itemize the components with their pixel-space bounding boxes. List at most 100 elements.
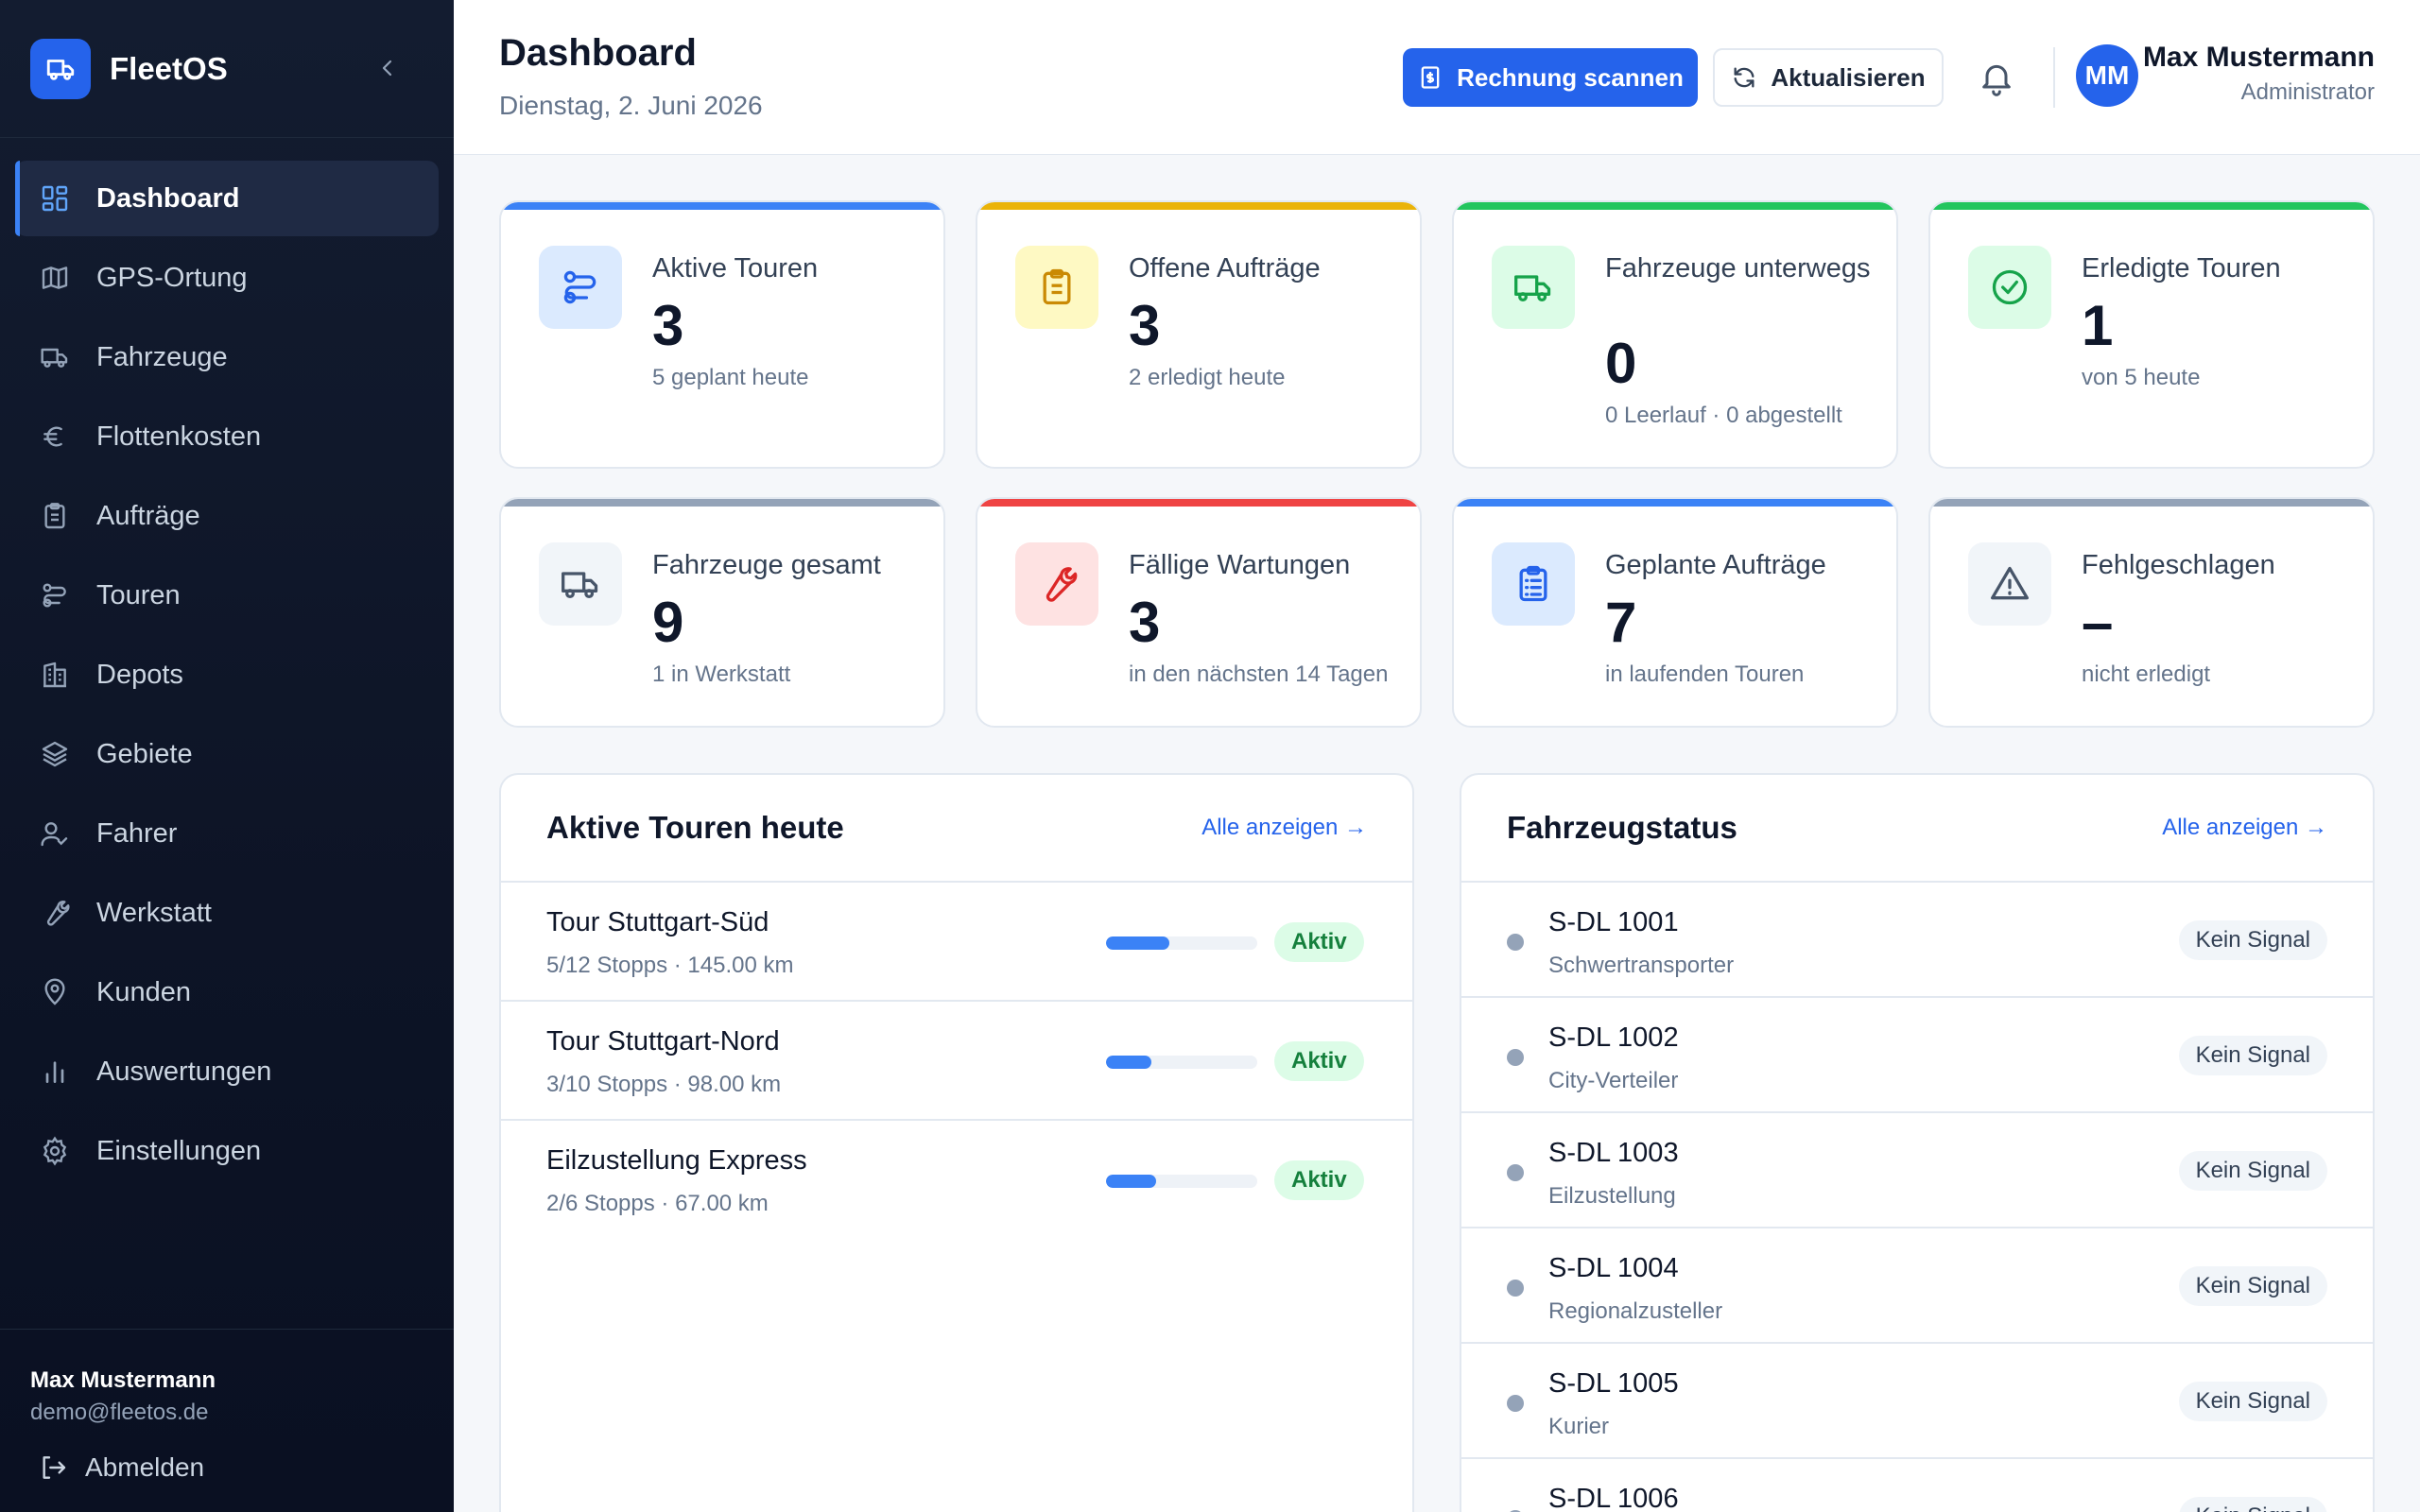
sidebar-item-gps[interactable]: GPS-Ortung	[15, 240, 439, 316]
stat-card-total-vehicles[interactable]: Fahrzeuge gesamt 9 1 in Werkstatt	[499, 497, 945, 728]
avatar[interactable]: MM	[2076, 44, 2138, 107]
tour-name: Tour Stuttgart-Nord	[546, 1026, 780, 1057]
sidebar: FleetOS Dashboard GPS-Ortung Fahrzeuge	[0, 0, 454, 1512]
footer-user-email: demo@fleetos.de	[30, 1400, 209, 1425]
status-dot	[1507, 1049, 1524, 1066]
stat-value: 3	[652, 294, 684, 357]
vehicle-row[interactable]: S-DL 1003 Eilzustellung Kein Signal	[1461, 1113, 2373, 1228]
stat-card-planned-orders[interactable]: Geplante Aufträge 7 in laufenden Touren	[1452, 497, 1898, 728]
sidebar-item-label: Einstellungen	[96, 1135, 262, 1166]
stat-label: Fahrzeuge gesamt	[652, 550, 881, 580]
sidebar-item-orders[interactable]: Aufträge	[15, 478, 439, 554]
status-dot	[1507, 1510, 1524, 1512]
status-badge: Kein Signal	[2178, 920, 2327, 960]
clipboard-icon	[38, 499, 72, 533]
stat-label: Erledigte Touren	[2082, 253, 2281, 284]
clipboard-list-icon	[1492, 542, 1575, 626]
brand-name: FleetOS	[110, 50, 228, 86]
tour-meta: 3/10 Stopps · 98.00 km	[546, 1072, 782, 1097]
sidebar-item-drivers[interactable]: Fahrer	[15, 796, 439, 871]
footer-user-name: Max Mustermann	[30, 1367, 216, 1393]
tour-meta: 5/12 Stopps · 145.00 km	[546, 953, 794, 978]
stat-card-completed-tours[interactable]: Erledigte Touren 1 von 5 heute	[1928, 200, 2375, 469]
page-title: Dashboard	[499, 32, 697, 74]
logout-button[interactable]: Abmelden	[30, 1452, 424, 1483]
stat-label: Geplante Aufträge	[1605, 550, 1826, 580]
sidebar-item-fleet-costs[interactable]: Flottenkosten	[15, 399, 439, 474]
stat-sub: in den nächsten 14 Tagen	[1129, 662, 1389, 687]
tour-meta: 2/6 Stopps · 67.00 km	[546, 1191, 769, 1216]
stat-value: –	[2082, 591, 2114, 654]
tour-progress-fill	[1106, 936, 1170, 950]
sidebar-item-workshop[interactable]: Werkstatt	[15, 875, 439, 951]
stat-card-due-maintenance[interactable]: Fällige Wartungen 3 in den nächsten 14 T…	[976, 497, 1422, 728]
vehicle-row[interactable]: S-DL 1006 Kein Signal	[1461, 1459, 2373, 1512]
sidebar-item-label: Touren	[96, 579, 181, 610]
sidebar-item-vehicles[interactable]: Fahrzeuge	[15, 319, 439, 395]
stat-label: Fahrzeuge unterwegs	[1605, 253, 1871, 284]
sidebar-item-label: GPS-Ortung	[96, 262, 248, 293]
vehicle-row[interactable]: S-DL 1005 Kurier Kein Signal	[1461, 1344, 2373, 1459]
logout-label: Abmelden	[85, 1452, 205, 1482]
card-accent-bar	[1454, 499, 1896, 507]
logout-icon	[38, 1452, 68, 1483]
tour-progress-bar	[1106, 936, 1257, 950]
tour-row[interactable]: Tour Stuttgart-Süd 5/12 Stopps · 145.00 …	[501, 883, 1412, 1002]
sidebar-item-label: Kunden	[96, 976, 191, 1007]
stat-value: 7	[1605, 591, 1637, 654]
stat-card-failed[interactable]: Fehlgeschlagen – nicht erledigt	[1928, 497, 2375, 728]
vehicle-row[interactable]: S-DL 1001 Schwertransporter Kein Signal	[1461, 883, 2373, 998]
vehicle-type: Schwertransporter	[1548, 953, 1735, 978]
panel-title: Aktive Touren heute	[546, 810, 844, 845]
sidebar-item-dashboard[interactable]: Dashboard	[15, 161, 439, 236]
sidebar-item-label: Depots	[96, 659, 183, 690]
vehicle-plate: S-DL 1003	[1548, 1138, 1679, 1168]
tour-progress-bar	[1106, 1175, 1257, 1188]
sidebar-item-depots[interactable]: Depots	[15, 637, 439, 713]
page-date: Dienstag, 2. Juni 2026	[499, 91, 763, 120]
tour-row[interactable]: Tour Stuttgart-Nord 3/10 Stopps · 98.00 …	[501, 1002, 1412, 1121]
notification-bell-icon[interactable]	[1978, 59, 2015, 96]
active-tours-panel: Aktive Touren heute Alle anzeigen → Tour…	[499, 773, 1414, 1512]
stat-value: 9	[652, 591, 684, 654]
sidebar-item-settings[interactable]: Einstellungen	[15, 1113, 439, 1189]
sidebar-item-reports[interactable]: Auswertungen	[15, 1034, 439, 1109]
vehicle-plate: S-DL 1005	[1548, 1368, 1679, 1399]
sidebar-item-areas[interactable]: Gebiete	[15, 716, 439, 792]
show-all-tours-link[interactable]: Alle anzeigen →	[1201, 815, 1367, 840]
route-icon	[539, 246, 622, 329]
header-divider	[2053, 47, 2055, 108]
stat-card-open-orders[interactable]: Offene Aufträge 3 2 erledigt heute	[976, 200, 1422, 469]
tour-row[interactable]: Eilzustellung Express 2/6 Stopps · 67.00…	[501, 1121, 1412, 1240]
stat-card-vehicles-on-road[interactable]: Fahrzeuge unterwegs 0 0 Leerlauf · 0 abg…	[1452, 200, 1898, 469]
chevron-left-icon[interactable]	[371, 51, 405, 85]
refresh-label: Aktualisieren	[1771, 62, 1926, 92]
stat-sub: 1 in Werkstatt	[652, 662, 791, 687]
vehicle-row[interactable]: S-DL 1002 City-Verteiler Kein Signal	[1461, 998, 2373, 1113]
stat-sub: in laufenden Touren	[1605, 662, 1805, 687]
wrench-icon	[1015, 542, 1098, 626]
status-badge: Kein Signal	[2178, 1036, 2327, 1075]
sidebar-item-tours[interactable]: Touren	[15, 558, 439, 633]
sidebar-item-label: Werkstatt	[96, 897, 212, 928]
show-all-vehicles-link[interactable]: Alle anzeigen →	[2162, 815, 2327, 840]
sidebar-nav: Dashboard GPS-Ortung Fahrzeuge Flottenko…	[0, 138, 454, 1189]
clipboard-icon	[1015, 246, 1098, 329]
refresh-button[interactable]: Aktualisieren	[1713, 48, 1944, 107]
tour-progress-fill	[1106, 1056, 1151, 1069]
vehicle-row[interactable]: S-DL 1004 Regionalzusteller Kein Signal	[1461, 1228, 2373, 1344]
status-badge: Kein Signal	[2178, 1382, 2327, 1421]
header-user-name: Max Mustermann	[2142, 42, 2375, 73]
user-check-icon	[38, 816, 72, 850]
scan-invoice-button[interactable]: Rechnung scannen	[1403, 48, 1698, 107]
sidebar-item-customers[interactable]: Kunden	[15, 954, 439, 1030]
sidebar-item-label: Fahrer	[96, 817, 178, 849]
route-icon	[38, 578, 72, 612]
bar-chart-icon	[38, 1055, 72, 1089]
vehicle-plate: S-DL 1001	[1548, 907, 1679, 937]
map-icon	[38, 261, 72, 295]
scan-invoice-label: Rechnung scannen	[1457, 62, 1684, 92]
sidebar-item-label: Flottenkosten	[96, 421, 262, 452]
stat-card-active-tours[interactable]: Aktive Touren 3 5 geplant heute	[499, 200, 945, 469]
status-badge: Kein Signal	[2178, 1266, 2327, 1306]
